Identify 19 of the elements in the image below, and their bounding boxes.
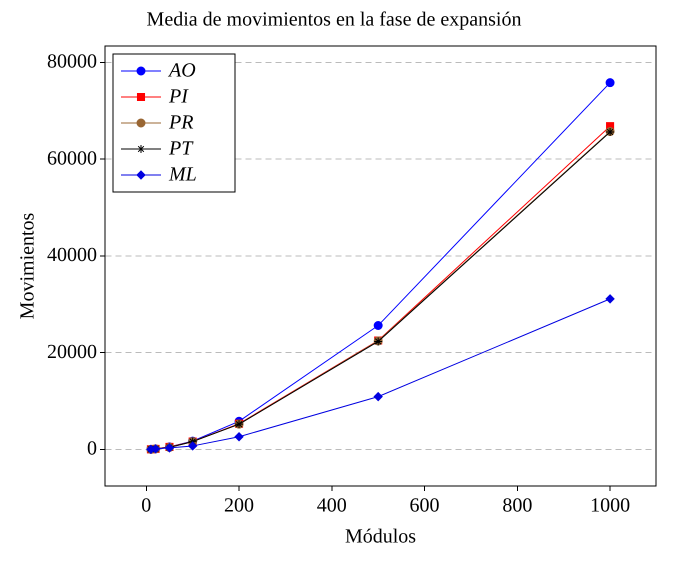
legend-label: ML (168, 163, 197, 186)
legend-label: PR (168, 111, 194, 134)
legend-label: PI (168, 85, 190, 108)
y-tick-label: 0 (87, 438, 97, 460)
x-axis-title: Módulos (344, 525, 416, 548)
legend-label: PT (168, 137, 194, 160)
legend-label: AO (167, 59, 196, 82)
y-tick-label: 80000 (47, 50, 97, 73)
chart-title: Media de movimientos en la fase de expansión (146, 8, 522, 30)
y-tick-label: 60000 (47, 147, 97, 170)
x-tick-label: 800 (502, 494, 532, 516)
x-tick-label: 600 (410, 494, 440, 516)
x-tick-label: 1000 (590, 494, 630, 516)
y-tick-label: 40000 (47, 244, 97, 266)
x-tick-label: 0 (141, 494, 152, 516)
y-axis-title: Movimientos (16, 212, 38, 320)
x-tick-label: 400 (316, 494, 347, 516)
x-tick-label: 200 (224, 494, 254, 516)
y-tick-label: 20000 (47, 340, 97, 363)
